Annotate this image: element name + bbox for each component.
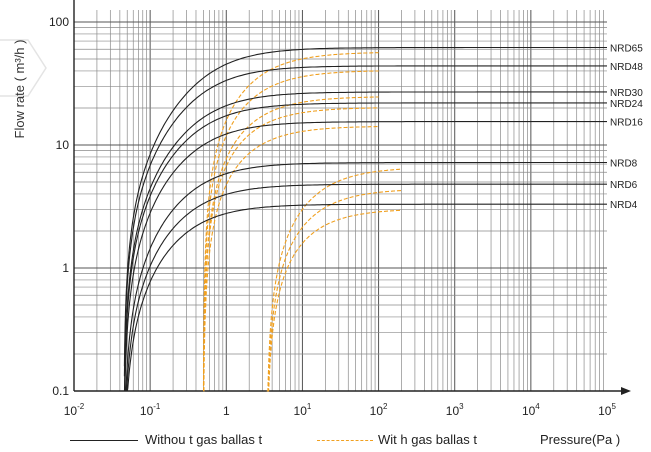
curve-nrd30 <box>123 91 607 392</box>
curve-ballast-nrd30 <box>203 96 379 392</box>
curves <box>123 46 607 392</box>
x-tick-label: 104 <box>522 402 540 418</box>
curve-ballast-nrd4 <box>266 209 402 392</box>
curve-nrd24 <box>123 102 607 392</box>
legend-dashed-label: Wit h gas ballas t <box>378 432 477 447</box>
curve-nrd8 <box>124 161 607 392</box>
series-label-nrd6: NRD6 <box>610 180 638 191</box>
curve-nrd65 <box>123 46 607 367</box>
y-tick-label: 10 <box>56 138 70 152</box>
legend: Withou t gas ballas t Wit h gas ballas t… <box>70 432 650 450</box>
x-tick-label: 102 <box>370 402 388 418</box>
curve-ballast-nrd16 <box>203 126 379 392</box>
x-tick-labels: 10-2 10-1 1 101 102 103 104 105 <box>64 402 617 418</box>
legend-dashed-line-swatch <box>317 440 373 441</box>
y-tick-label: 0.1 <box>52 384 69 398</box>
curve-ballast-nrd6 <box>266 189 402 392</box>
y-tick-labels: 0.1 1 10 100 <box>49 15 69 398</box>
series-label-nrd8: NRD8 <box>610 159 638 170</box>
x-tick-label: 105 <box>598 402 616 418</box>
series-label-nrd30: NRD30 <box>610 88 643 99</box>
x-axis-label: Pressure(Pa ) <box>540 432 621 447</box>
series-label-nrd48: NRD48 <box>610 62 643 73</box>
curve-nrd16 <box>124 121 607 392</box>
series-label-nrd65: NRD65 <box>610 44 643 55</box>
curve-ballast-nrd65 <box>202 52 379 387</box>
grid <box>73 10 607 392</box>
series-label-nrd4: NRD4 <box>610 200 638 211</box>
x-tick-label: 103 <box>446 402 464 418</box>
curve-nrd4 <box>124 203 607 392</box>
y-tick-label: 100 <box>49 15 69 29</box>
curve-nrd6 <box>124 183 607 392</box>
series-label-nrd16: NRD16 <box>610 118 643 129</box>
x-tick-label: 10-1 <box>140 402 161 418</box>
x-tick-label: 10-2 <box>64 402 85 418</box>
background-hexagon-decoration <box>0 39 47 97</box>
legend-solid-line-swatch <box>70 440 138 441</box>
y-axis-label: Flow rate ( m³/h ) <box>12 39 27 139</box>
legend-solid-label: Withou t gas ballas t <box>145 432 263 447</box>
curve-ballast-nrd48 <box>202 70 379 392</box>
x-tick-label: 101 <box>294 402 312 418</box>
curve-ballast-nrd24 <box>203 107 379 392</box>
series-label-nrd24: NRD24 <box>610 99 643 110</box>
axes <box>73 0 631 395</box>
y-tick-label: 1 <box>62 261 69 275</box>
x-axis-arrow-icon <box>621 387 631 395</box>
x-tick-label: 1 <box>223 404 230 418</box>
curve-nrd48 <box>123 65 607 377</box>
